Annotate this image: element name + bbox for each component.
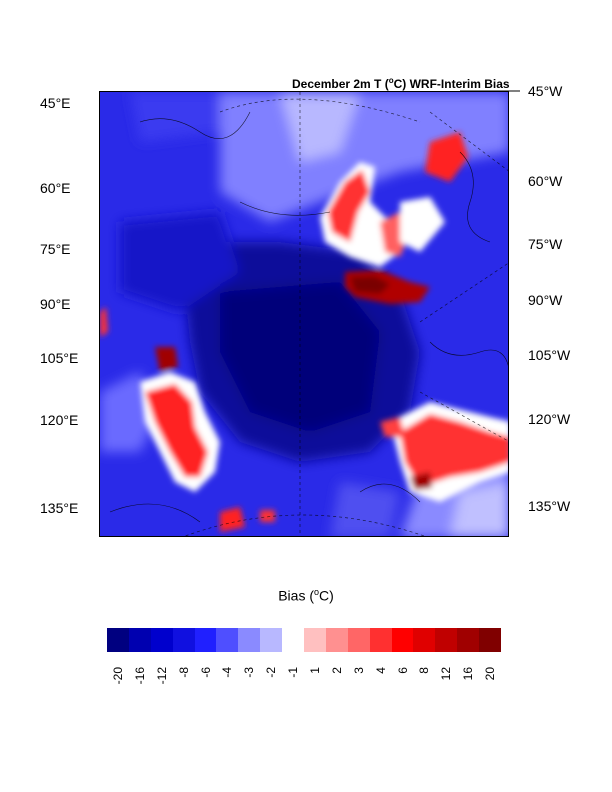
colorbar-tick-label: -4 <box>220 667 235 678</box>
lon-label-right: 90°W <box>528 292 563 308</box>
colorbar-tick-label: 2 <box>329 667 344 674</box>
lon-label-left: 45°E <box>40 95 71 111</box>
colorbar-box <box>238 628 261 652</box>
colorbar-box <box>150 628 173 652</box>
colorbar-box <box>304 628 326 652</box>
colorbar-tick-label: -20 <box>110 667 125 685</box>
colorbar-box <box>260 628 283 652</box>
colorbar-tick-label: -1 <box>286 667 301 678</box>
lon-label-right: 60°W <box>528 173 563 189</box>
colorbar-box <box>282 628 305 652</box>
colorbar-box <box>457 628 480 652</box>
colorbar-tick-label: -6 <box>198 667 213 678</box>
colorbar-tick-label: 16 <box>461 667 476 681</box>
colorbar-box <box>107 628 129 652</box>
colorbar-tick-label: 12 <box>439 667 454 681</box>
colorbar-tick-label: -12 <box>154 667 169 685</box>
colorbar-tick-label: 20 <box>483 667 498 681</box>
lon-label-right: 45°W <box>528 83 563 99</box>
colorbar-tick-label: -8 <box>176 667 191 678</box>
lon-label-right: 120°W <box>528 411 571 427</box>
colorbar-box <box>172 628 195 652</box>
colorbar-box <box>347 628 370 652</box>
lon-label-left: 105°E <box>40 350 79 366</box>
lon-label-left: 120°E <box>40 412 79 428</box>
colorbar-box <box>435 628 458 652</box>
lon-label-right: 135°W <box>528 498 571 514</box>
lon-label-left: 135°E <box>40 500 79 516</box>
lon-label-right: 105°W <box>528 347 571 363</box>
bias-map <box>99 91 509 537</box>
colorbar <box>107 628 502 652</box>
lon-label-right: 75°W <box>528 236 563 252</box>
colorbar-box <box>325 628 348 652</box>
lon-label-left: 75°E <box>40 241 71 257</box>
colorbar-box <box>194 628 217 652</box>
colorbar-box <box>128 628 151 652</box>
colorbar-box <box>391 628 414 652</box>
legend-title: Bias (oC) <box>278 587 334 604</box>
colorbar-tick-label: 8 <box>417 667 432 674</box>
map-title: December 2m T (oC) WRF-Interim Bias <box>292 76 510 91</box>
colorbar-box <box>216 628 239 652</box>
colorbar-box <box>479 628 502 652</box>
colorbar-tick-label: 4 <box>373 667 388 674</box>
colorbar-tick-label: -2 <box>264 667 279 678</box>
colorbar-tick-label: 6 <box>395 667 410 674</box>
colorbar-tick-label: -16 <box>132 667 147 685</box>
lon-label-left: 90°E <box>40 296 71 312</box>
bias-field <box>100 92 508 536</box>
colorbar-tick-label: 3 <box>351 667 366 674</box>
colorbar-tick-label: 1 <box>307 667 322 674</box>
colorbar-box <box>369 628 392 652</box>
colorbar-box <box>413 628 436 652</box>
lon-label-left: 60°E <box>40 180 71 196</box>
colorbar-tick-label: -3 <box>242 667 257 678</box>
